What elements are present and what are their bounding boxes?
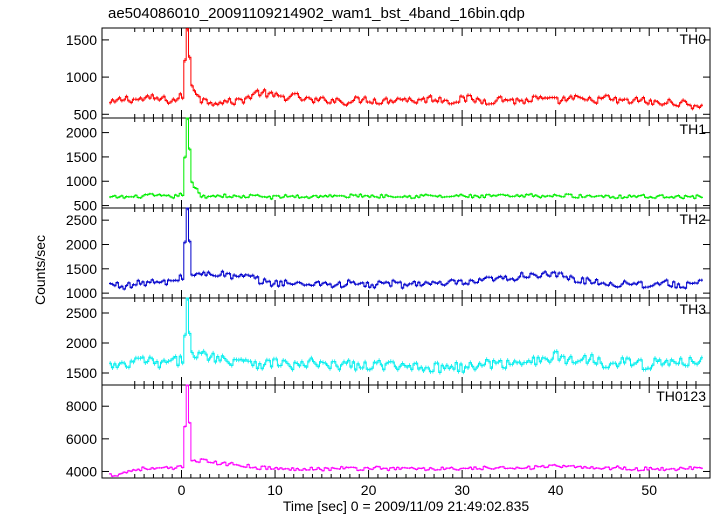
panel-th0: 500 1000 1500 TH0	[66, 27, 711, 122]
series-line-th1	[109, 117, 703, 200]
y-axis-label: Counts/sec	[32, 235, 48, 305]
y-tick-label: 6000	[66, 431, 97, 447]
x-tick-label: 0	[178, 482, 186, 498]
y-tick-label: 2500	[66, 212, 97, 228]
series-errorbars-th0123	[109, 385, 703, 478]
series-line-th3	[109, 297, 703, 373]
y-tick-label: 2500	[66, 305, 97, 321]
series-line-th2	[109, 207, 703, 290]
panel-label: TH1	[680, 121, 707, 137]
series-errorbars-th1	[109, 118, 703, 201]
x-tick-label: 10	[267, 482, 283, 498]
x-tick-label: 50	[641, 482, 657, 498]
panel-th0123: 4000 6000 8000 TH0123	[66, 384, 711, 479]
panel-frame	[101, 384, 711, 479]
panel-frame	[101, 297, 711, 386]
panel-th3: 1500 2000 2500 TH3	[66, 297, 711, 386]
y-tick-label: 1500	[66, 32, 97, 48]
y-tick-label: 1000	[66, 173, 97, 189]
panel-label: TH2	[680, 211, 707, 227]
y-tick-label: 2000	[66, 335, 97, 351]
x-tick-label: 20	[361, 482, 377, 498]
y-tick-label: 1500	[66, 365, 97, 381]
x-tick-label: 40	[548, 482, 564, 498]
panel-frame	[101, 117, 711, 209]
series-errorbars-th2	[109, 208, 703, 291]
y-tick-label: 500	[74, 198, 98, 214]
panel-th1: 500 1000 1500 2000 TH1	[66, 117, 711, 214]
chart-title: ae504086010_20091109214902_wam1_bst_4ban…	[108, 5, 525, 22]
series-line-th0	[109, 28, 703, 110]
x-tick-label: 30	[454, 482, 470, 498]
y-tick-label: 1500	[66, 149, 97, 165]
series-line-th0123	[109, 384, 703, 477]
y-tick-label: 500	[74, 106, 98, 122]
y-tick-label: 1500	[66, 261, 97, 277]
panel-label: TH3	[680, 301, 707, 317]
panel-th2: 1000 1500 2000 2500 TH2	[66, 207, 711, 301]
panel-label: TH0	[680, 31, 707, 47]
series-errorbars-th0	[109, 28, 703, 111]
y-tick-label: 2000	[66, 125, 97, 141]
y-tick-label: 1000	[66, 285, 97, 301]
panel-frame	[101, 27, 711, 119]
x-axis-label: Time [sec] 0 = 2009/11/09 21:49:02.835	[283, 498, 530, 514]
y-tick-label: 8000	[66, 398, 97, 414]
panel-label: TH0123	[656, 388, 706, 404]
y-tick-label: 1000	[66, 69, 97, 85]
y-tick-label: 2000	[66, 236, 97, 252]
y-tick-label: 4000	[66, 463, 97, 479]
